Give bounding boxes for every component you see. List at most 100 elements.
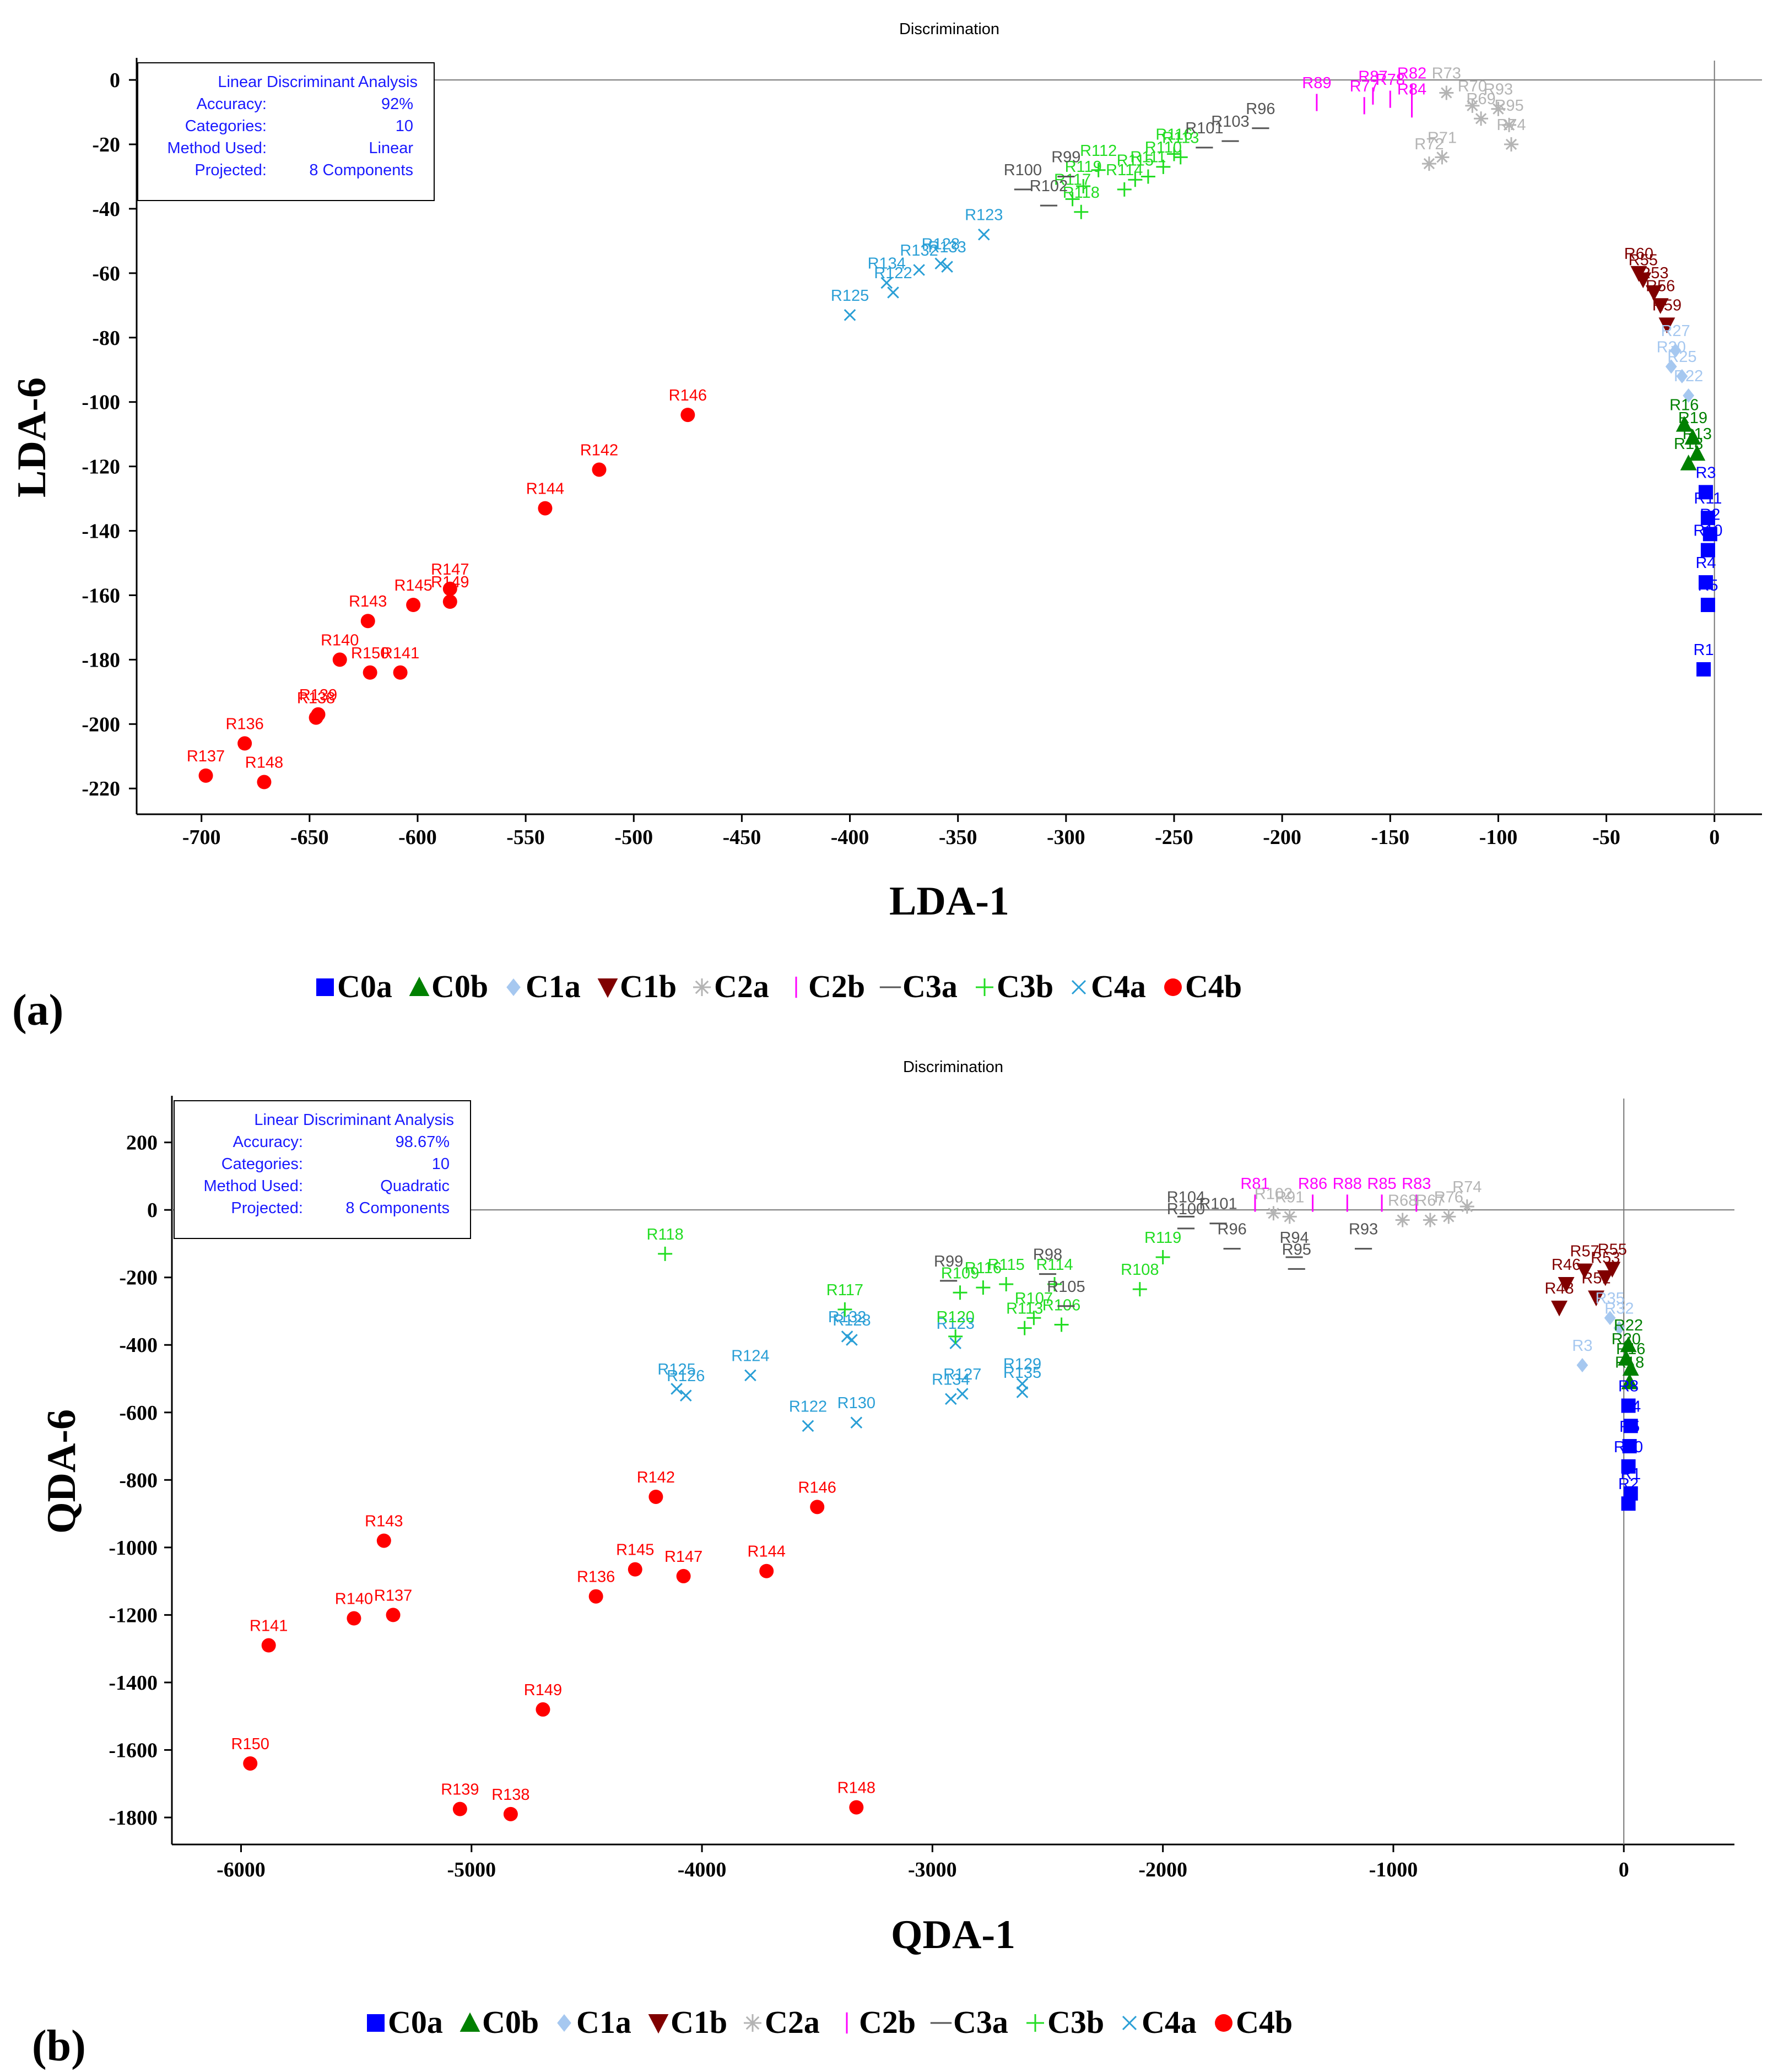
point-C4b (386, 1608, 401, 1622)
point-label: R128 (922, 235, 960, 253)
legend-marker-C2a (744, 2014, 761, 2032)
y-axis-label: LDA-6 (9, 377, 55, 497)
point-label: R149 (524, 1681, 562, 1699)
point-C4b (648, 1489, 663, 1504)
point-C3b (1026, 1311, 1041, 1326)
legend-marker-C3b (976, 978, 993, 996)
point-C0a (1700, 543, 1715, 558)
point-C1a (1576, 1358, 1588, 1373)
point-label: R20 (1612, 1330, 1641, 1348)
panel-a: Discrimination-700 -650 -600 -550 -500 -450 -4… (9, 20, 1762, 1035)
point-label: R11 (1694, 490, 1722, 507)
point-label: R137 (374, 1587, 412, 1604)
point-C2a (1266, 1206, 1281, 1221)
y-tick-label: -800 (119, 1469, 158, 1492)
point-label: R130 (837, 1394, 875, 1412)
point-label: R125 (657, 1361, 695, 1378)
point-label: R22 (1614, 1317, 1643, 1334)
info-box-row-value: Linear (369, 139, 413, 157)
point-label: R124 (731, 1347, 769, 1365)
info-box-row-label: Method Used: (203, 1177, 303, 1195)
point-label: R95 (1282, 1241, 1311, 1258)
point-label: R81 (1240, 1175, 1269, 1193)
legend-label: C1b (671, 2004, 727, 2040)
point-label: R10 (1693, 522, 1722, 540)
point-label: R129 (1003, 1356, 1041, 1373)
point-C2a (1460, 1199, 1474, 1214)
point-C3b (976, 1280, 991, 1295)
info-box-row-value: 8 Components (309, 161, 413, 179)
point-C0a (1621, 1496, 1636, 1511)
point-C1b (1597, 1270, 1614, 1286)
point-label: R5 (1698, 577, 1718, 594)
point-label: R102 (1030, 177, 1068, 195)
legend-marker-C1b (597, 978, 618, 998)
point-C4b (237, 736, 252, 751)
point-C2a (1491, 101, 1506, 116)
point-C3b (1047, 1276, 1062, 1291)
point-C4b (442, 581, 457, 596)
point-label: R98 (1033, 1246, 1062, 1264)
point-C4b (332, 652, 347, 667)
point-label: R148 (837, 1779, 875, 1797)
point-C1b (1588, 1290, 1604, 1307)
legend-label: C4a (1091, 969, 1146, 1004)
y-tick-label: -1600 (109, 1739, 158, 1762)
point-label: R142 (580, 441, 618, 459)
point-label: R139 (441, 1781, 479, 1799)
point-C3b (1074, 204, 1089, 219)
point-C4b (363, 665, 377, 680)
chart-title: Discrimination (903, 1058, 1003, 1076)
point-label: R127 (943, 1366, 981, 1383)
legend-marker-C4a (1071, 980, 1086, 995)
point-label: R78 (1376, 71, 1405, 89)
point-label: R35 (1596, 1290, 1625, 1307)
info-box-row-label: Accuracy: (197, 95, 267, 113)
point-label: R55 (1598, 1241, 1627, 1258)
point-label: R113 (1162, 129, 1199, 147)
point-label: R18 (1674, 435, 1703, 453)
point-label: R53 (1591, 1249, 1620, 1267)
point-C0b (1680, 455, 1697, 470)
point-C4b (759, 1564, 774, 1578)
point-C2a (1465, 98, 1480, 113)
point-label: R141 (250, 1617, 288, 1635)
point-label: R144 (748, 1543, 786, 1561)
point-label: R144 (526, 480, 564, 498)
info-box-row-label: Categories: (221, 1155, 303, 1173)
point-C0a (1621, 1398, 1636, 1413)
point-C3b (999, 1276, 1014, 1291)
point-label: R133 (928, 239, 966, 256)
point-label: R4 (1695, 554, 1716, 572)
point-label: R108 (1121, 1261, 1159, 1279)
info-box-row-value: 98.67% (396, 1133, 450, 1151)
legend-marker-C1a (557, 2014, 571, 2032)
point-C2a (1474, 111, 1489, 126)
legend-label: C1b (620, 969, 677, 1004)
point-C2a (1502, 117, 1517, 132)
x-tick-label: -400 (831, 826, 869, 849)
y-tick-label: -40 (92, 198, 120, 221)
point-label: R85 (1367, 1175, 1396, 1193)
x-tick-label: -300 (1047, 826, 1085, 849)
panel-label: (b) (32, 2022, 86, 2070)
point-label: R96 (1218, 1221, 1247, 1238)
point-C3b (658, 1246, 673, 1261)
point-C4a (802, 1420, 814, 1432)
point-label: R88 (1333, 1175, 1362, 1193)
point-C4a (945, 1393, 957, 1405)
point-C2a (1421, 156, 1436, 171)
legend-label: C0b (482, 2004, 539, 2040)
x-tick-label: -3000 (908, 1858, 957, 1881)
point-label: R18 (1615, 1354, 1644, 1372)
point-C4a (841, 1330, 853, 1343)
info-box-row-label: Accuracy: (233, 1133, 303, 1151)
point-label: R82 (1397, 64, 1426, 82)
point-label: R53 (1639, 264, 1668, 282)
point-label: R91 (1275, 1188, 1304, 1206)
x-tick-label: -700 (182, 826, 221, 849)
point-C4a (1016, 1386, 1029, 1398)
info-box-row-value: 92% (381, 95, 413, 113)
point-C1b (1551, 1300, 1568, 1317)
legend-label: C1a (576, 2004, 631, 2040)
